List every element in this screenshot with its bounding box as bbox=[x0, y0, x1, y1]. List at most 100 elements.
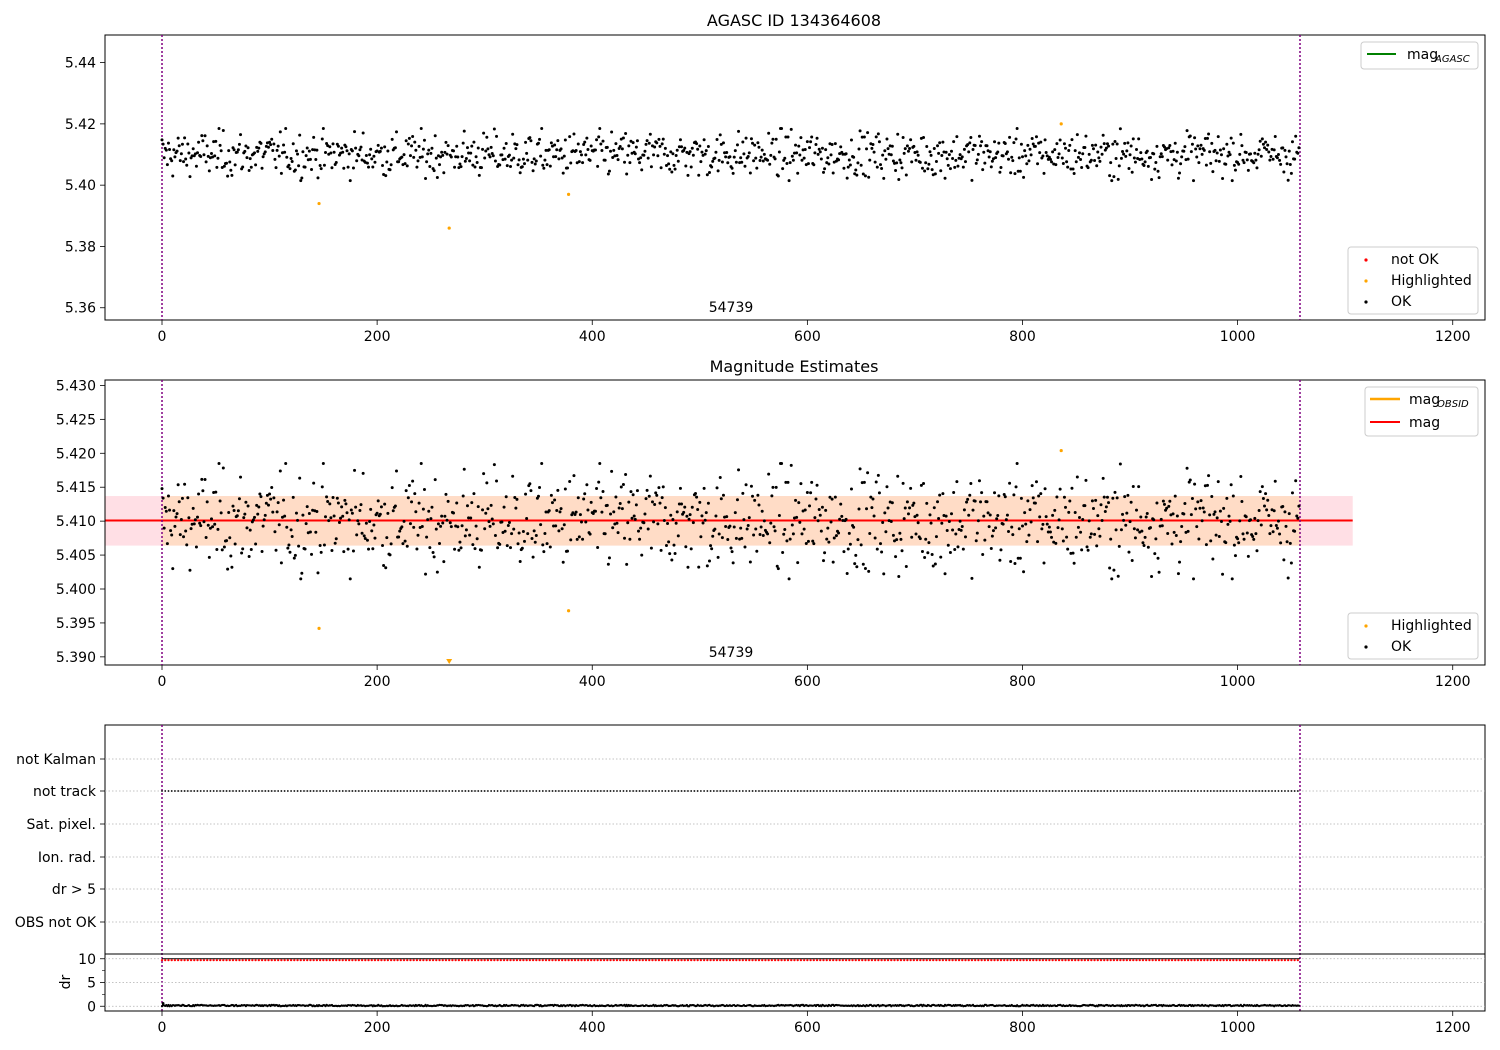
ok-point bbox=[383, 145, 387, 149]
ok-point bbox=[963, 160, 967, 164]
ok-point bbox=[459, 165, 463, 169]
ok-point bbox=[1140, 529, 1144, 533]
panel1-legend-lines[interactable]: mag AGASC bbox=[1360, 41, 1479, 70]
ok-point bbox=[627, 144, 631, 148]
ok-point bbox=[173, 155, 177, 159]
ok-point bbox=[327, 519, 331, 523]
not-track-flag-point bbox=[1232, 790, 1235, 792]
ok-point bbox=[577, 160, 581, 164]
not-track-flag-point bbox=[1251, 790, 1254, 792]
ok-point bbox=[1227, 514, 1231, 518]
ok-point bbox=[239, 133, 243, 137]
ok-point bbox=[222, 164, 226, 168]
ok-point bbox=[810, 135, 814, 139]
ok-point bbox=[1075, 475, 1079, 479]
ok-point bbox=[1104, 505, 1108, 509]
ok-point bbox=[782, 532, 786, 536]
dr-red-marker bbox=[1261, 959, 1264, 962]
ok-point bbox=[589, 500, 593, 504]
ok-point bbox=[388, 553, 392, 557]
ok-point bbox=[199, 155, 203, 159]
ok-point bbox=[816, 519, 820, 523]
ok-point bbox=[1279, 162, 1283, 166]
ok-point bbox=[510, 158, 514, 162]
dr-red-marker bbox=[328, 959, 331, 962]
ok-point bbox=[883, 511, 887, 515]
panel2-legend-points[interactable]: Highlighted OK bbox=[1347, 612, 1479, 660]
dr-red-marker bbox=[790, 959, 793, 962]
ok-point bbox=[184, 529, 188, 533]
dr-red-marker bbox=[896, 959, 899, 962]
ok-point bbox=[895, 161, 899, 165]
not-track-flag-point bbox=[841, 790, 844, 792]
ok-point bbox=[593, 148, 597, 152]
ok-point bbox=[517, 158, 521, 162]
dr-red-marker bbox=[348, 959, 351, 962]
ok-point bbox=[1131, 484, 1135, 488]
ok-point bbox=[220, 548, 224, 552]
not-track-flag-point bbox=[535, 790, 538, 792]
ok-point bbox=[730, 550, 734, 554]
dr-red-marker bbox=[435, 959, 438, 962]
ok-point bbox=[673, 552, 677, 556]
dr-red-marker bbox=[264, 959, 267, 962]
ok-point bbox=[934, 535, 938, 539]
not-track-flag-point bbox=[829, 790, 831, 792]
not-track-flag-point bbox=[919, 790, 922, 792]
ok-point bbox=[491, 522, 495, 526]
not-track-flag-point bbox=[1216, 790, 1219, 792]
ok-point bbox=[886, 506, 890, 510]
ok-point bbox=[755, 166, 759, 170]
ok-point bbox=[631, 493, 635, 497]
dr-red-marker bbox=[225, 959, 228, 962]
ok-point bbox=[1048, 530, 1052, 534]
y-tick-label: 5.405 bbox=[56, 548, 96, 564]
ok-point bbox=[767, 472, 771, 476]
ok-point bbox=[1064, 505, 1068, 509]
not-track-flag-point bbox=[1093, 790, 1096, 792]
not-track-flag-point bbox=[477, 790, 480, 792]
not-track-flag-point bbox=[1038, 790, 1041, 792]
ok-point bbox=[627, 500, 631, 504]
ok-point bbox=[814, 497, 818, 501]
ok-point bbox=[761, 534, 765, 538]
ok-point bbox=[701, 521, 705, 525]
ok-point bbox=[1211, 170, 1215, 174]
ok-point bbox=[1144, 515, 1148, 519]
ok-point bbox=[1074, 535, 1078, 539]
dr-red-marker bbox=[1267, 959, 1270, 962]
ok-point bbox=[623, 160, 627, 164]
dr-red-marker bbox=[1135, 959, 1138, 962]
ok-point bbox=[1045, 154, 1049, 158]
ok-point bbox=[271, 148, 275, 152]
not-track-flag-point bbox=[1242, 790, 1244, 792]
ok-point bbox=[407, 136, 411, 140]
not-track-flag-point bbox=[303, 790, 305, 792]
ok-point bbox=[555, 148, 559, 152]
ok-point bbox=[1081, 517, 1085, 521]
ok-point bbox=[455, 501, 459, 505]
not-track-flag-point bbox=[248, 790, 251, 792]
panel1-legend-points[interactable]: not OK Highlighted OK bbox=[1347, 246, 1479, 315]
ok-point bbox=[962, 147, 966, 151]
dr-red-marker bbox=[202, 959, 206, 962]
ok-point bbox=[429, 517, 433, 521]
ok-point bbox=[820, 505, 824, 509]
ok-point bbox=[204, 535, 208, 539]
dr-red-marker bbox=[364, 959, 367, 962]
ok-point bbox=[572, 132, 576, 136]
not-track-flag-point bbox=[945, 790, 948, 792]
ok-point bbox=[1194, 147, 1198, 151]
ok-point bbox=[1189, 150, 1193, 154]
ok-point bbox=[273, 530, 277, 534]
ok-point bbox=[1107, 144, 1111, 148]
ok-point bbox=[453, 547, 457, 551]
ok-point bbox=[394, 469, 398, 473]
ok-point bbox=[272, 496, 276, 500]
ok-point bbox=[885, 137, 889, 141]
ok-point bbox=[1030, 484, 1034, 488]
ok-point bbox=[1174, 533, 1178, 537]
ok-point bbox=[672, 543, 676, 547]
panel2-legend-lines[interactable]: mag OBSID mag bbox=[1364, 386, 1479, 437]
ok-point bbox=[823, 551, 827, 555]
